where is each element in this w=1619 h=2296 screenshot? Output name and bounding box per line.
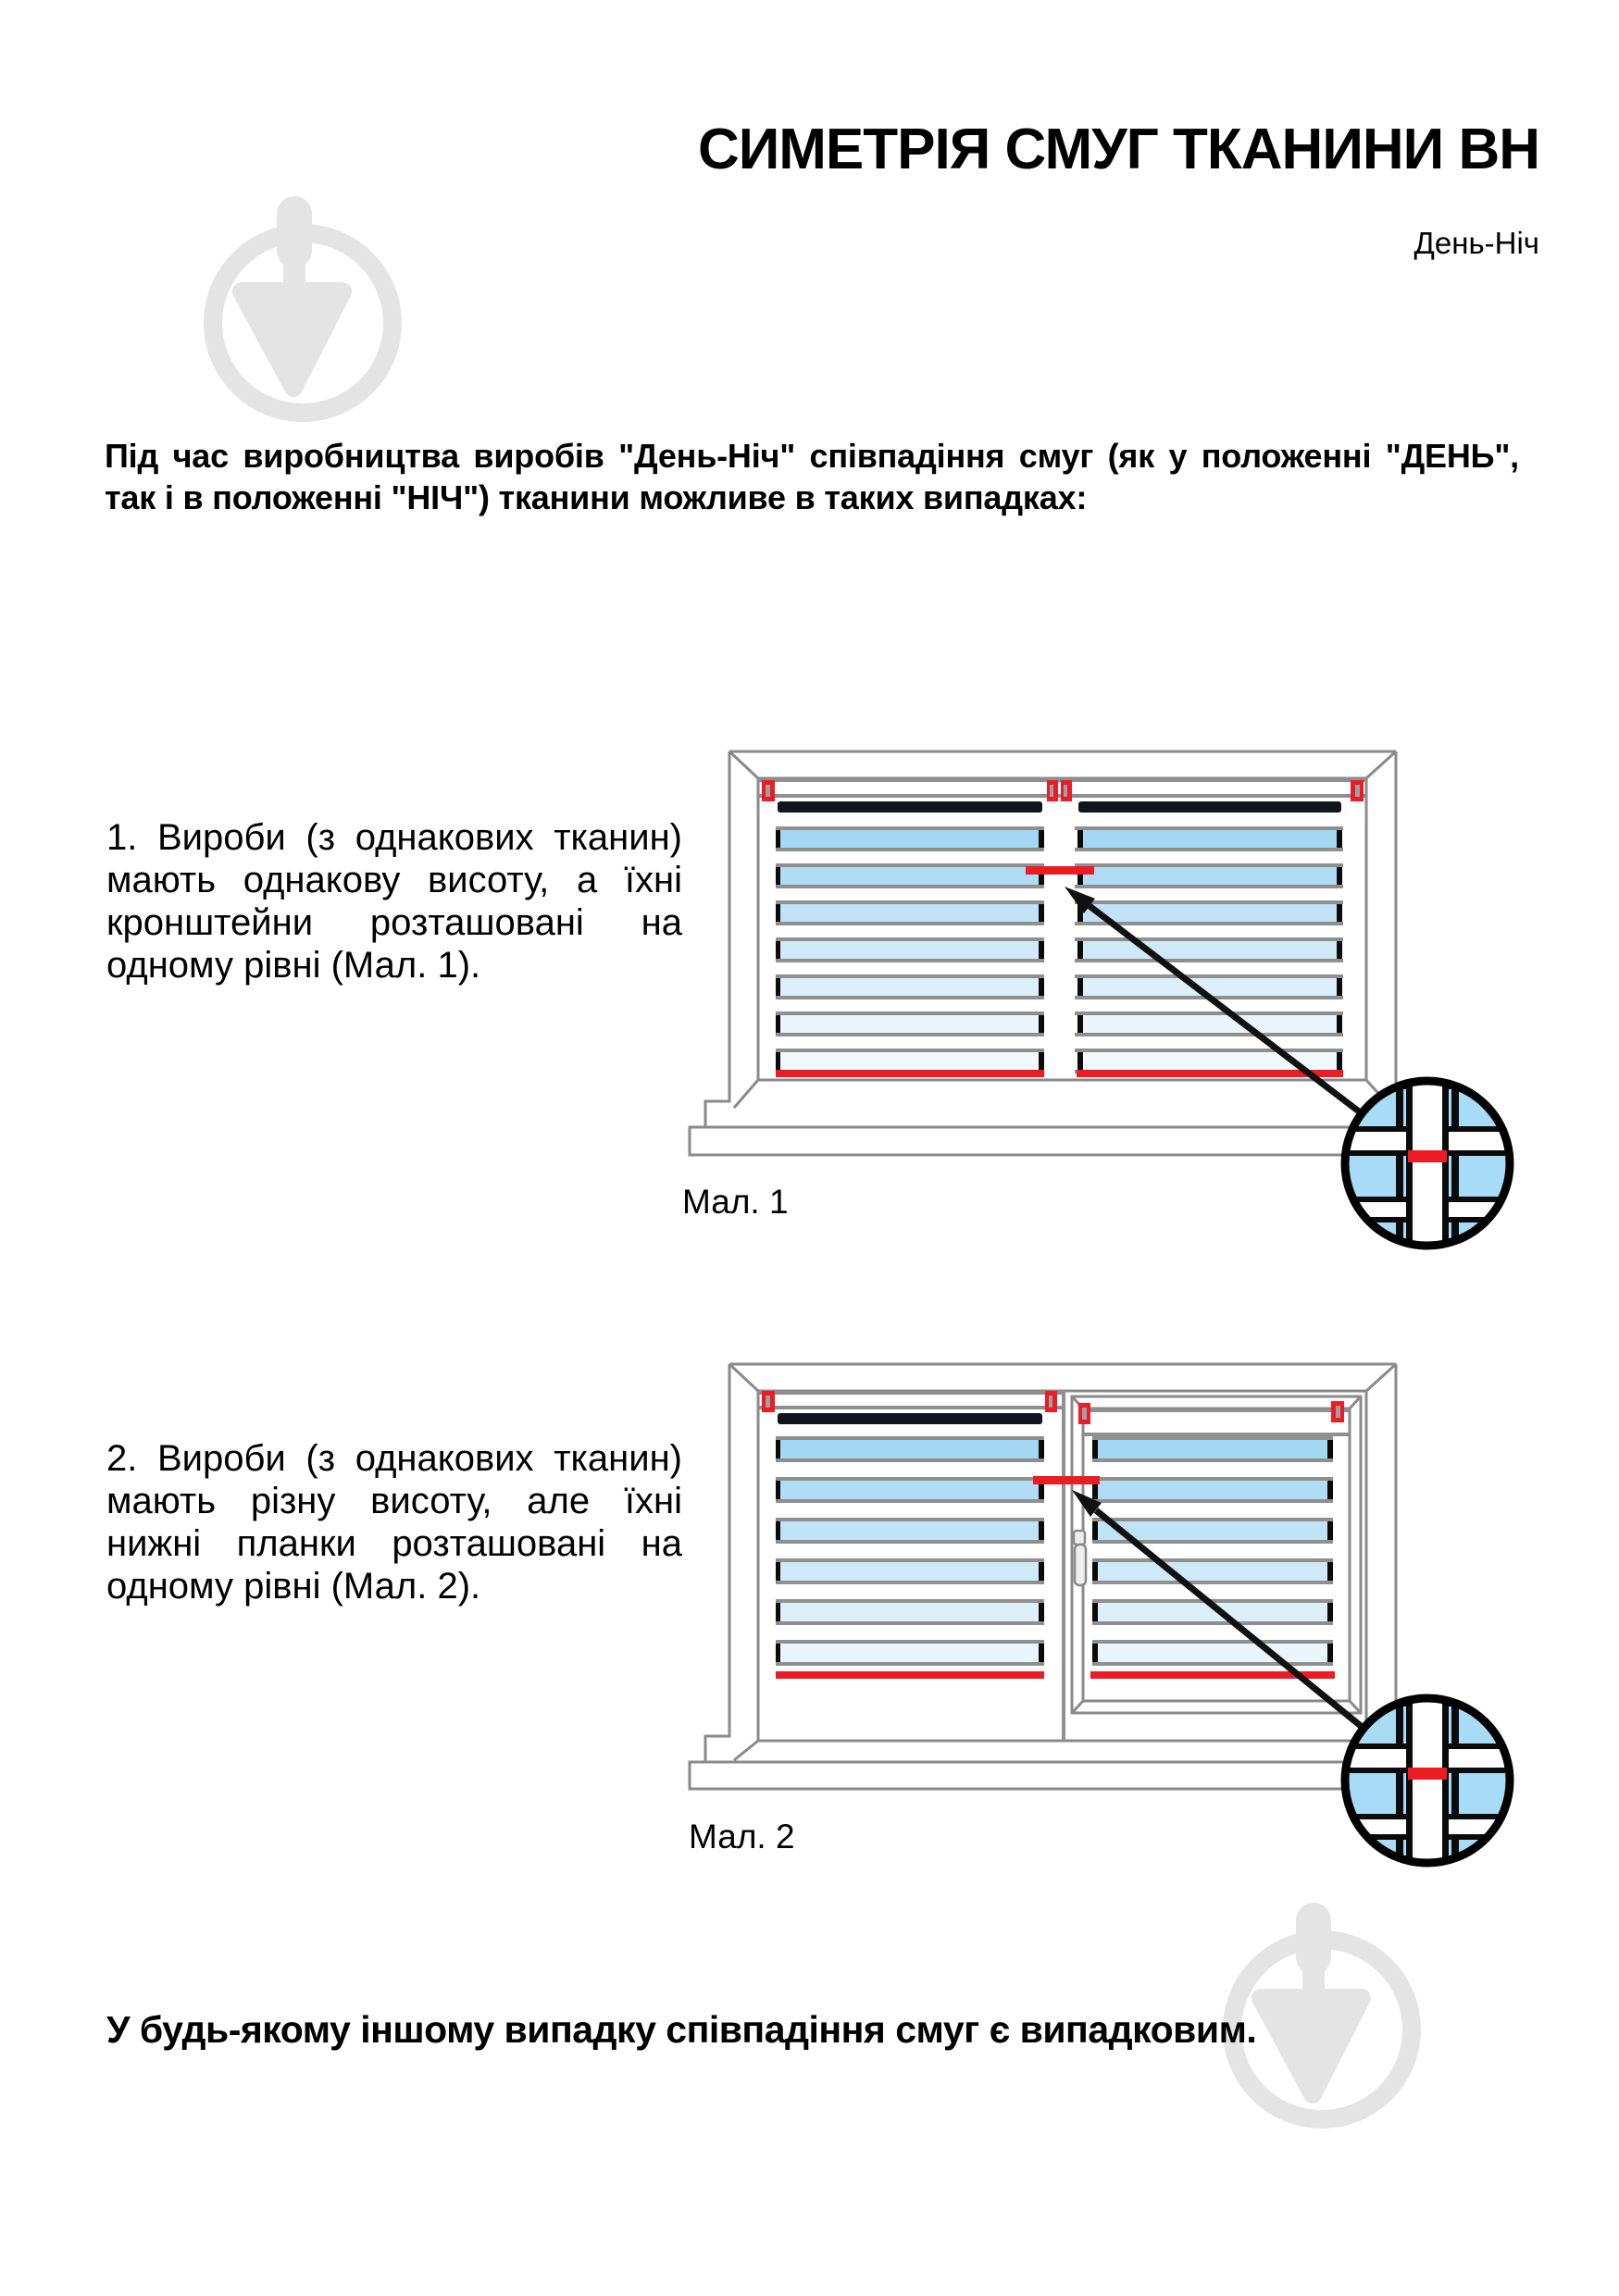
page-title: СИМЕТРІЯ СМУГ ТКАНИНИ ВН [697, 118, 1540, 181]
watermark-logo-bottom-right [1232, 1903, 1412, 2119]
window-diagram-2 [688, 1362, 1432, 1791]
right-blind-stripes [1092, 1436, 1333, 1666]
intro-paragraph: Під час виробництва виробів "День-Ніч" с… [105, 437, 1519, 516]
left-blind-stripes [776, 1436, 1044, 1666]
window-diagram-1 [688, 750, 1432, 1157]
bottom-bar-left [776, 1070, 1044, 1077]
bottom-bar-right [1090, 1671, 1335, 1679]
watermark-logo-top-left [213, 196, 392, 413]
stripe-match-marker-2 [1033, 1476, 1100, 1484]
left-blind-stripes [776, 826, 1044, 1074]
arrow-1 [1065, 887, 1362, 1114]
footer-note: У будь-якому іншому випадку співпадіння … [106, 2008, 1257, 2051]
windowsill [688, 1760, 1432, 1791]
magnifier-detail-2 [1344, 1695, 1511, 1868]
windowsill [688, 1125, 1432, 1157]
figure-2-label: Мал. 2 [689, 1818, 795, 1855]
bottom-bar-right [1077, 1070, 1343, 1077]
right-blind-stripes [1075, 826, 1343, 1074]
figure-1-label: Мал. 1 [682, 1183, 789, 1221]
item-2-text: 2. Вироби (з однакових тканин) мають різн… [106, 1438, 682, 1607]
item-1-text: 1. Вироби (з однакових тканин) мають одна… [106, 817, 682, 986]
window-handle [1072, 1529, 1087, 1546]
stripe-match-marker-1 [1026, 866, 1094, 875]
bottom-bar-left [776, 1671, 1044, 1679]
magnifier-detail-1 [1344, 1078, 1511, 1250]
mount-brackets [762, 1391, 1344, 1424]
arrow-2 [1072, 1490, 1364, 1729]
mount-brackets [762, 780, 1364, 801]
window-sash [1070, 1395, 1363, 1715]
page-subtitle: День-Ніч [1414, 226, 1539, 260]
